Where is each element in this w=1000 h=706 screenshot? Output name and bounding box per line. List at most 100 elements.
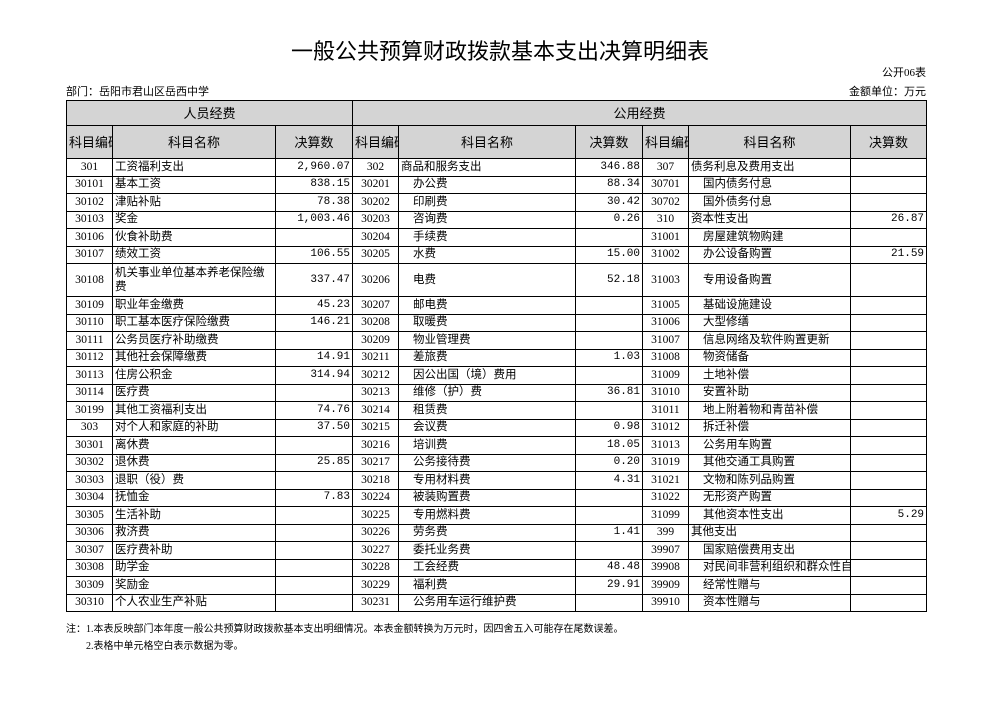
table-cell: 拆迁补偿: [688, 418, 852, 437]
table-cell: 31003: [642, 263, 690, 297]
table-cell: 30214: [352, 401, 400, 420]
table-cell: 30112: [66, 348, 113, 367]
table-cell: 30302: [66, 453, 113, 472]
title: 一般公共预算财政拨款基本支出决算明细表: [290, 39, 709, 64]
table-cell: 30215: [352, 418, 400, 437]
table-cell: 手续费: [398, 228, 577, 247]
table-cell: [850, 348, 928, 367]
table-cell: 咨询费: [398, 210, 577, 229]
table-cell: 31002: [642, 245, 690, 264]
table-cell: 专用设备购置: [688, 263, 852, 297]
table-cell: 取暖费: [398, 313, 577, 332]
table-cell: 302: [352, 158, 400, 177]
table-cell: 30113: [66, 366, 113, 385]
table-row: 30112 其他社会保障缴费 14.91 30211 差旅费 1.03 31008 物资储备: [66, 348, 928, 367]
table-row: 30305 生活补助 30225 专用燃料费 31099 其他资本性支出 5.29: [66, 506, 928, 525]
table-cell: 31005: [642, 296, 690, 315]
table-cell: 国外债务付息: [688, 193, 852, 212]
table-cell: [850, 193, 928, 212]
table-cell: 31011: [642, 401, 690, 420]
table-cell: 培训费: [398, 436, 577, 455]
column-header: 科目名称: [112, 125, 276, 159]
table-cell: 抚恤金: [112, 488, 276, 507]
table-cell: 30207: [352, 296, 400, 315]
table-cell: [850, 471, 928, 490]
table-cell: 救济费: [112, 523, 276, 542]
table-cell: [274, 471, 354, 490]
table-cell: [274, 576, 354, 595]
table-cell: 工会经费: [398, 558, 577, 577]
table-cell: 30231: [352, 593, 400, 612]
table-cell: 其他交通工具购置: [688, 453, 852, 472]
table-cell: 88.34: [575, 175, 644, 194]
table-row: 301 工资福利支出 2,960.07 302 商品和服务支出 346.88 307 债务利息…: [66, 158, 928, 177]
table-row: 30111 公务员医疗补助缴费 30209 物业管理费 31007 信息网络及软件购置更新: [66, 331, 928, 350]
table-cell: 基本工资: [112, 175, 276, 194]
table-cell: 78.38: [274, 193, 354, 212]
table-cell: 30211: [352, 348, 400, 367]
column-header: 科目编码: [352, 125, 400, 159]
table-cell: [850, 453, 928, 472]
table-cell: 30227: [352, 541, 400, 560]
table-cell: 被装购置费: [398, 488, 577, 507]
table-cell: 30701: [642, 175, 690, 194]
table-cell: 30205: [352, 245, 400, 264]
table-cell: 公务接待费: [398, 453, 577, 472]
table-row: 30107 绩效工资 106.55 30205 水费 15.00 31002 办公设备购置 21…: [66, 245, 928, 264]
table-cell: 30310: [66, 593, 113, 612]
table-cell: 专用材料费: [398, 471, 577, 490]
table-cell: 31021: [642, 471, 690, 490]
table-cell: [850, 418, 928, 437]
table-cell: 地上附着物和青苗补偿: [688, 401, 852, 420]
table-row: 30304 抚恤金 7.83 30224 被装购置费 31022 无形资产购置: [66, 488, 928, 507]
table-cell: 1.41: [575, 523, 644, 542]
table-cell: 39910: [642, 593, 690, 612]
table-cell: 因公出国（境）费用: [398, 366, 577, 385]
table-cell: 30103: [66, 210, 113, 229]
table-cell: 差旅费: [398, 348, 577, 367]
table-cell: 310: [642, 210, 690, 229]
table-cell: 土地补偿: [688, 366, 852, 385]
table-cell: 电费: [398, 263, 577, 297]
table-cell: 7.83: [274, 488, 354, 507]
table-cell: 30202: [352, 193, 400, 212]
table-cell: 31019: [642, 453, 690, 472]
table-cell: 30107: [66, 245, 113, 264]
table-cell: [850, 523, 928, 542]
table-cell: 商品和服务支出: [398, 158, 577, 177]
table-cell: 31099: [642, 506, 690, 525]
table-cell: [850, 175, 928, 194]
table-cell: 30108: [66, 263, 113, 297]
table-cell: [850, 401, 928, 420]
table-cell: 52.18: [575, 263, 644, 297]
table-cell: 退职（役）费: [112, 471, 276, 490]
table-cell: 21.59: [850, 245, 928, 264]
table-cell: 国内债务付息: [688, 175, 852, 194]
table-cell: 30216: [352, 436, 400, 455]
table-cell: 30305: [66, 506, 113, 525]
table-cell: 30201: [352, 175, 400, 194]
table-cell: 146.21: [274, 313, 354, 332]
table-cell: 14.91: [274, 348, 354, 367]
table-cell: 346.88: [575, 158, 644, 177]
table-cell: 30102: [66, 193, 113, 212]
table-row: 30106 伙食补助费 30204 手续费 31001 房屋建筑物购建: [66, 228, 928, 247]
table-cell: 30226: [352, 523, 400, 542]
table-row: 30114 医疗费 30213 维修（护）费 36.81 31010 安置补助: [66, 383, 928, 402]
table-cell: 物资储备: [688, 348, 852, 367]
table-cell: 31012: [642, 418, 690, 437]
table-cell: 30702: [642, 193, 690, 212]
table-cell: 其他社会保障缴费: [112, 348, 276, 367]
table-cell: 31006: [642, 313, 690, 332]
table-row: 30307 医疗费补助 30227 委托业务费 39907 国家赔偿费用支出: [66, 541, 928, 560]
table-cell: 30110: [66, 313, 113, 332]
table-cell: 399: [642, 523, 690, 542]
table-cell: 30203: [352, 210, 400, 229]
table-cell: 30212: [352, 366, 400, 385]
table-row: 30103 奖金 1,003.46 30203 咨询费 0.26 310 资本性支出 26.87: [66, 210, 928, 229]
group-header: 人员经费: [65, 100, 354, 126]
table-cell: 31022: [642, 488, 690, 507]
table-cell: 水费: [398, 245, 577, 264]
